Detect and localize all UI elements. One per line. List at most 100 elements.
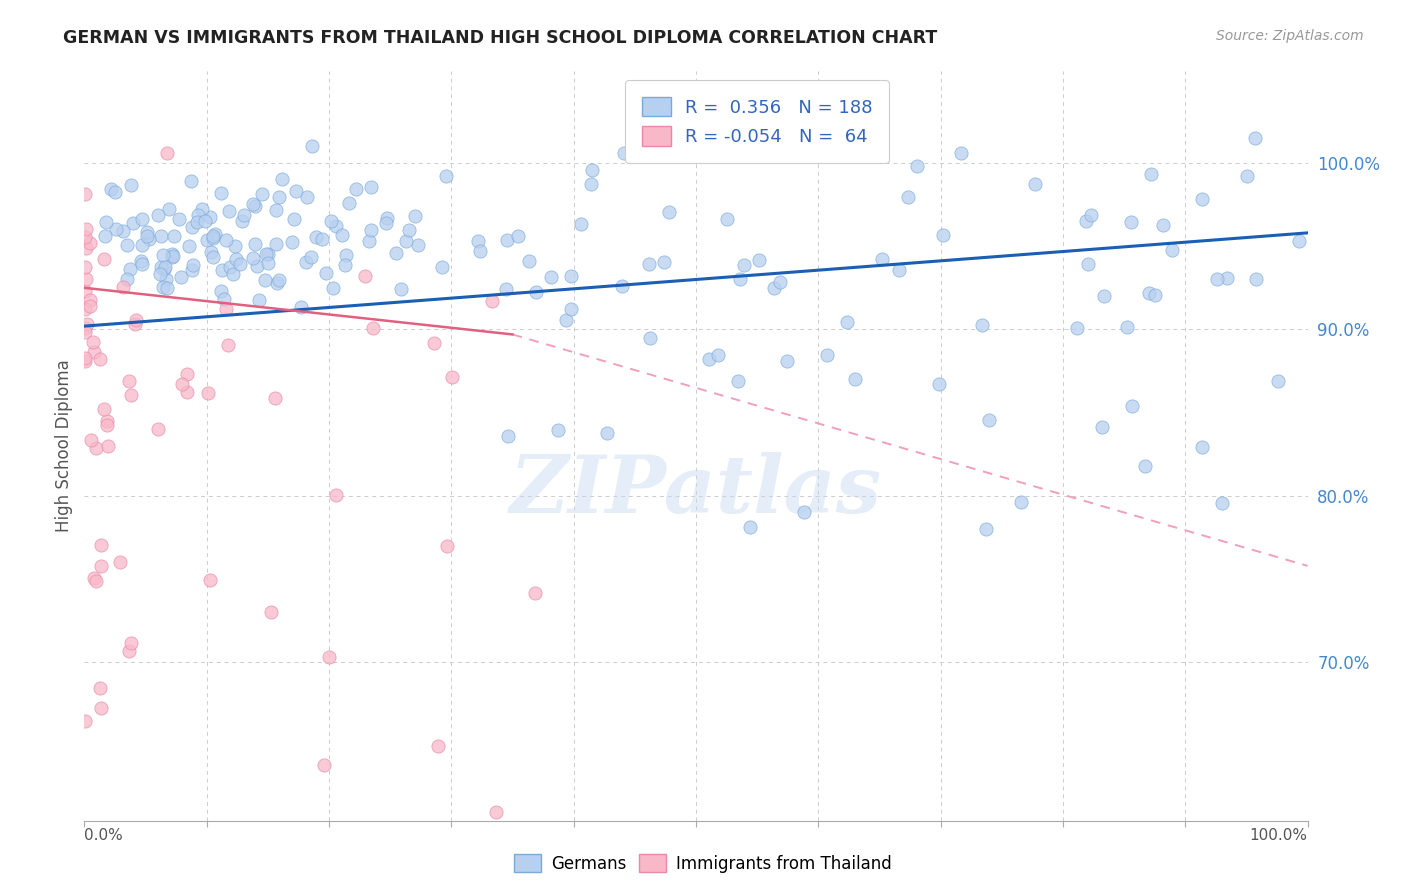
Point bbox=[250, 186, 273, 201]
Point bbox=[426, 739, 449, 753]
Point bbox=[974, 522, 997, 536]
Point bbox=[360, 223, 382, 237]
Point bbox=[104, 185, 127, 199]
Point bbox=[290, 300, 312, 314]
Point bbox=[423, 335, 446, 350]
Text: 100.0%: 100.0% bbox=[1250, 828, 1308, 843]
Point bbox=[256, 246, 278, 260]
Point bbox=[218, 260, 240, 275]
Point bbox=[186, 214, 208, 228]
Point bbox=[155, 280, 177, 294]
Point bbox=[209, 284, 232, 298]
Point bbox=[83, 571, 105, 585]
Point bbox=[404, 210, 426, 224]
Point bbox=[201, 229, 224, 244]
Point bbox=[897, 190, 920, 204]
Point bbox=[75, 272, 97, 286]
Point bbox=[304, 229, 326, 244]
Point bbox=[170, 269, 193, 284]
Point bbox=[110, 555, 132, 569]
Point bbox=[1152, 218, 1174, 232]
Point bbox=[129, 253, 152, 268]
Point bbox=[266, 236, 288, 251]
Point bbox=[152, 248, 174, 262]
Point bbox=[889, 263, 911, 277]
Point bbox=[267, 273, 290, 287]
Point bbox=[245, 237, 267, 252]
Point bbox=[131, 257, 153, 271]
Point bbox=[90, 559, 112, 574]
Point bbox=[555, 313, 578, 327]
Point bbox=[149, 267, 172, 281]
Point bbox=[180, 263, 202, 277]
Point bbox=[496, 429, 519, 443]
Point bbox=[1137, 285, 1160, 300]
Point bbox=[1077, 257, 1099, 271]
Point bbox=[318, 649, 340, 664]
Point bbox=[232, 208, 254, 222]
Point bbox=[195, 233, 218, 247]
Point bbox=[181, 258, 204, 272]
Text: ZIPatlas: ZIPatlas bbox=[510, 452, 882, 530]
Point bbox=[115, 238, 138, 252]
Point bbox=[84, 574, 107, 589]
Point bbox=[121, 216, 143, 230]
Point bbox=[96, 417, 118, 432]
Point bbox=[100, 181, 122, 195]
Point bbox=[229, 257, 252, 271]
Point bbox=[1216, 271, 1239, 285]
Point bbox=[217, 338, 239, 352]
Point bbox=[267, 190, 290, 204]
Point bbox=[89, 681, 111, 696]
Point bbox=[93, 402, 115, 417]
Text: 0.0%: 0.0% bbox=[84, 828, 124, 843]
Point bbox=[179, 239, 201, 253]
Point bbox=[335, 248, 357, 262]
Point bbox=[118, 644, 141, 658]
Point bbox=[294, 254, 316, 268]
Point bbox=[638, 331, 661, 345]
Y-axis label: High School Diploma: High School Diploma bbox=[55, 359, 73, 533]
Point bbox=[197, 386, 219, 401]
Point bbox=[169, 211, 191, 226]
Point bbox=[75, 351, 97, 365]
Point bbox=[153, 261, 176, 276]
Point bbox=[73, 260, 96, 275]
Point bbox=[972, 318, 994, 332]
Point bbox=[508, 229, 530, 244]
Point bbox=[160, 247, 183, 261]
Point bbox=[1236, 169, 1258, 183]
Point bbox=[524, 285, 547, 299]
Point bbox=[163, 228, 186, 243]
Point bbox=[198, 211, 221, 225]
Point bbox=[716, 211, 738, 226]
Point bbox=[155, 272, 177, 286]
Point bbox=[1143, 287, 1166, 301]
Point bbox=[194, 213, 217, 227]
Point bbox=[658, 205, 681, 219]
Point bbox=[94, 215, 117, 229]
Point bbox=[319, 214, 342, 228]
Point bbox=[315, 266, 337, 280]
Point bbox=[394, 234, 416, 248]
Point bbox=[330, 227, 353, 242]
Point bbox=[1121, 215, 1143, 229]
Point bbox=[76, 317, 98, 331]
Point bbox=[436, 539, 458, 553]
Point bbox=[1191, 192, 1213, 206]
Point bbox=[870, 252, 893, 266]
Point bbox=[136, 225, 159, 239]
Point bbox=[1191, 440, 1213, 454]
Point bbox=[146, 208, 169, 222]
Point bbox=[150, 260, 173, 274]
Point bbox=[75, 353, 97, 368]
Point bbox=[212, 292, 235, 306]
Point bbox=[138, 232, 160, 246]
Point bbox=[581, 178, 603, 192]
Point bbox=[337, 195, 360, 210]
Point bbox=[547, 423, 569, 437]
Point bbox=[638, 257, 661, 271]
Point bbox=[299, 250, 322, 264]
Point bbox=[222, 267, 245, 281]
Point bbox=[344, 182, 367, 196]
